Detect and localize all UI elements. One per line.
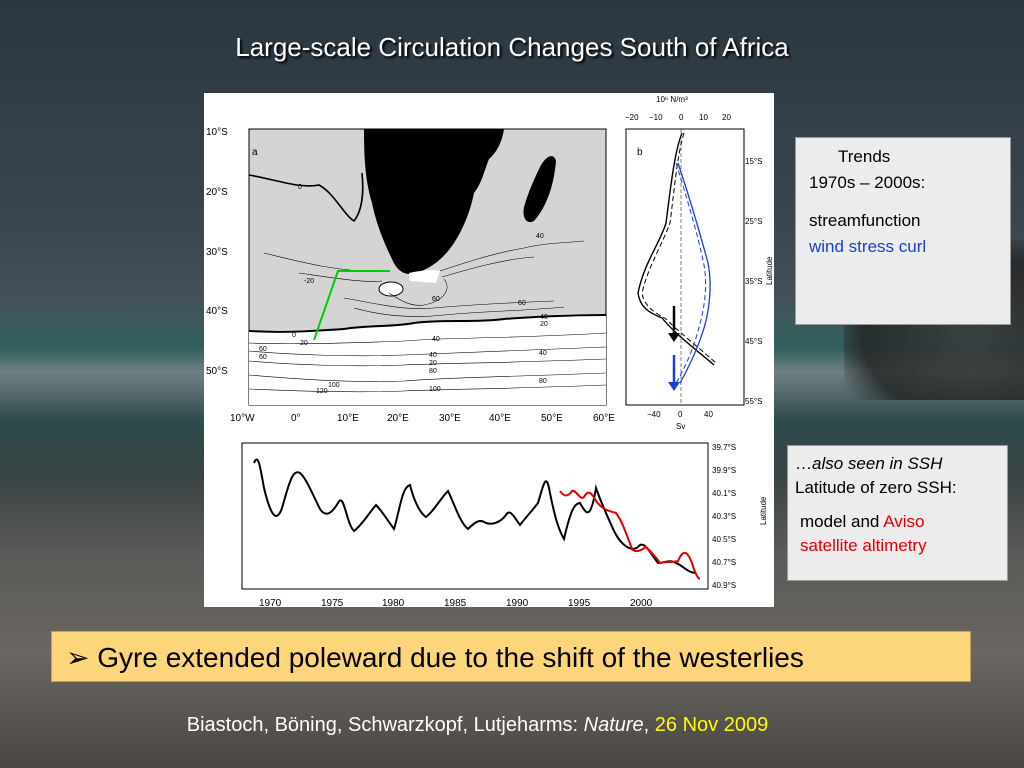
lon-tick: 10°E <box>337 413 359 424</box>
citation-journal: Nature <box>583 714 644 736</box>
slide-title: Large-scale Circulation Changes South of… <box>235 32 789 62</box>
contour-label: -20 <box>304 278 314 285</box>
aviso-text: Aviso <box>883 512 925 531</box>
year-tick: 1995 <box>568 598 591 607</box>
trends-heading: Trends <box>838 147 891 166</box>
year-tick: 1985 <box>444 598 467 607</box>
axis-label: Latitude <box>765 256 774 285</box>
streamfunction-label: streamfunction <box>809 211 921 230</box>
contour-label: 120 <box>316 388 328 395</box>
contour-label: 20 <box>540 321 548 328</box>
satellite-altimetry-text: satellite altimetry <box>800 536 927 555</box>
contour-label: 40 <box>539 350 547 357</box>
bottom-tick: 40 <box>704 410 713 419</box>
contour-label: 0 <box>298 184 302 191</box>
citation: Biastoch, Böning, Schwarzkopf, Lutjeharm… <box>0 714 955 737</box>
lat-tick: 55°S <box>745 397 762 406</box>
contour-label: 60 <box>432 296 440 303</box>
arrow-bullet-icon: ➢ <box>66 642 90 673</box>
year-tick: 1990 <box>506 598 529 607</box>
ellipsis: … <box>795 454 812 473</box>
figure-svg: 0 0 40 -20 60 60 40 20 0 20 60 40 20 40 … <box>206 95 774 607</box>
lat-tick: 50°S <box>206 366 228 377</box>
lat-tick: 10°S <box>206 127 228 138</box>
bottom-tick: −40 <box>647 410 661 419</box>
panel-b: 10⁶ N/m³ −20 −10 0 10 20 b −40 0 <box>625 95 774 431</box>
down-arrow-icon <box>668 306 680 342</box>
contour-label: 80 <box>429 368 437 375</box>
lon-tick: 60°E <box>593 413 615 424</box>
contour-label: 20 <box>300 340 308 347</box>
top-unit: 10⁶ N/m³ <box>656 95 688 104</box>
bottom-unit: Sv <box>676 422 685 431</box>
citation-authors: Biastoch, Böning, Schwarzkopf, Lutjeharm… <box>186 714 584 736</box>
lon-tick: 50°E <box>541 413 563 424</box>
top-tick: 0 <box>679 113 684 122</box>
ssh-heading-italic: also seen in SSH <box>812 454 943 473</box>
lat-tick: 40.1°S <box>712 489 736 498</box>
lat-tick: 40.3°S <box>712 512 736 521</box>
lat-tick: 40.7°S <box>712 558 736 567</box>
lon-tick: 0° <box>291 413 301 424</box>
lat-tick: 40°S <box>206 306 228 317</box>
year-tick: 1970 <box>259 598 282 607</box>
top-tick: 20 <box>722 113 731 122</box>
contour-label: 40 <box>432 336 440 343</box>
contour-label: 0 <box>292 332 296 339</box>
lat-tick: 15°S <box>745 157 762 166</box>
contour-label: 60 <box>518 300 526 307</box>
contour-label: 40 <box>536 233 544 240</box>
contour-label: 40 <box>540 314 548 321</box>
year-tick: 1975 <box>321 598 344 607</box>
contour-label: 80 <box>539 378 547 385</box>
conclusion-banner: ➢ Gyre extended poleward due to the shif… <box>51 631 971 682</box>
ssh-box: …also seen in SSH Latitude of zero SSH: … <box>787 445 1008 581</box>
lon-tick: 30°E <box>439 413 461 424</box>
top-tick: −10 <box>649 113 663 122</box>
contour-label: 40 <box>429 352 437 359</box>
contour-label: 100 <box>328 382 340 389</box>
figure-panel: 0 0 40 -20 60 60 40 20 0 20 60 40 20 40 … <box>204 93 774 607</box>
lon-tick: 20°E <box>387 413 409 424</box>
citation-date: 26 Nov 2009 <box>654 714 769 736</box>
contour-label: 100 <box>429 386 441 393</box>
wind-stress-curl-label: wind stress curl <box>809 237 927 256</box>
contour-label: 0 <box>454 150 458 157</box>
conclusion-text: Gyre extended poleward due to the shift … <box>97 642 804 673</box>
year-tick: 2000 <box>630 598 653 607</box>
contour-label: 60 <box>259 346 267 353</box>
bottom-tick: 0 <box>678 410 683 419</box>
lat-tick: 30°S <box>206 247 228 258</box>
panel-a: 0 0 40 -20 60 60 40 20 0 20 60 40 20 40 … <box>206 127 615 424</box>
panel-a-label: a <box>252 147 258 158</box>
lat-tick: 40.9°S <box>712 581 736 590</box>
lat-tick: 40.5°S <box>712 535 736 544</box>
top-tick: 10 <box>699 113 708 122</box>
top-tick: −20 <box>625 113 639 122</box>
contour-label: 60 <box>259 354 267 361</box>
lat-tick: 39.7°S <box>712 443 736 452</box>
panel-b-label: b <box>637 147 643 158</box>
ssh-heading: …also seen in SSH <box>788 446 1007 476</box>
year-tick: 1980 <box>382 598 405 607</box>
lat-tick: 39.9°S <box>712 466 736 475</box>
contour-label: 20 <box>429 360 437 367</box>
citation-sep: , <box>643 714 655 736</box>
axis-label: Latitude <box>759 496 768 525</box>
model-text: model and <box>800 512 884 531</box>
lat-tick: 25°S <box>745 217 762 226</box>
trends-box: Trends 1970s – 2000s: streamfunction win… <box>795 137 1011 325</box>
lat-tick: 35°S <box>745 277 762 286</box>
panel-c: 39.7°S 39.9°S 40.1°S 40.3°S 40.5°S 40.7°… <box>241 442 768 607</box>
down-arrow-icon <box>668 355 680 391</box>
lat-tick: 45°S <box>745 337 762 346</box>
trends-period: 1970s – 2000s: <box>809 173 926 192</box>
lon-tick: 40°E <box>489 413 511 424</box>
lon-tick: 10°W <box>230 413 255 424</box>
ssh-latitude-label: Latitude of zero SSH: <box>795 478 957 497</box>
model-aviso-line: model and Aviso <box>788 510 1007 534</box>
lat-tick: 20°S <box>206 187 228 198</box>
